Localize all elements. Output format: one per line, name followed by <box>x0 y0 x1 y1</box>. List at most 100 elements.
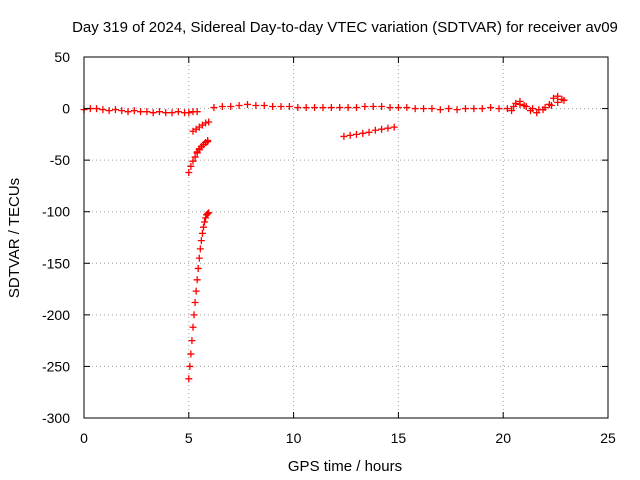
data-point <box>436 106 444 114</box>
data-point <box>192 287 200 295</box>
data-point <box>162 109 170 117</box>
chart-title: Day 319 of 2024, Sidereal Day-to-day VTE… <box>72 19 618 36</box>
data-point <box>199 223 207 231</box>
data-point <box>93 105 101 113</box>
data-point <box>369 103 377 111</box>
data-point <box>545 100 553 108</box>
y-tick-label: -250 <box>42 358 70 374</box>
y-tick-label: -300 <box>42 410 70 426</box>
data-point <box>390 123 398 131</box>
data-point <box>191 153 199 161</box>
ticks-layer: 0 5 10 15 20 25 50 0 -50 -100 -150 -200 -250 -300 <box>42 49 616 446</box>
data-point <box>378 125 386 133</box>
data-point <box>346 131 354 139</box>
data-point <box>386 104 394 112</box>
data-point <box>155 108 163 116</box>
plot-frame <box>83 56 609 419</box>
data-point <box>187 350 195 358</box>
data-point <box>105 107 113 115</box>
data-point <box>311 104 319 112</box>
data-point <box>285 103 293 111</box>
x-tick-label: 10 <box>286 430 302 446</box>
data-point <box>124 108 132 116</box>
data-point <box>394 104 402 112</box>
data-point <box>118 107 126 115</box>
data-point <box>195 254 203 262</box>
data-point <box>130 107 138 115</box>
data-point <box>550 94 558 102</box>
data-point <box>371 126 379 134</box>
x-tick-label: 25 <box>600 430 616 446</box>
data-point <box>143 108 151 116</box>
data-point <box>137 108 145 116</box>
data-point <box>526 107 534 115</box>
data-point <box>495 105 503 113</box>
data-point <box>197 237 205 245</box>
data-point <box>196 245 204 253</box>
data-point <box>205 118 213 126</box>
data-point <box>189 323 197 331</box>
data-point <box>185 169 193 177</box>
data-point <box>235 101 243 109</box>
data-point <box>243 100 251 108</box>
data-point <box>365 128 373 136</box>
data-point <box>174 108 182 116</box>
data-point <box>461 105 469 113</box>
data-point <box>302 104 310 112</box>
data-point <box>336 104 344 112</box>
data-point <box>185 109 193 117</box>
data-point <box>319 104 327 112</box>
data-point <box>252 101 260 109</box>
y-axis-title: SDTVAR / TECUs <box>6 178 23 298</box>
data-point <box>508 107 516 115</box>
data-point <box>520 101 528 109</box>
data-point <box>420 105 428 113</box>
y-tick-label: -100 <box>42 204 70 220</box>
y-tick-label: -50 <box>50 152 70 168</box>
data-point <box>340 132 348 140</box>
data-point <box>478 105 486 113</box>
data-point <box>168 109 176 117</box>
data-point <box>210 104 218 112</box>
data-point <box>516 97 524 105</box>
data-point <box>194 264 202 272</box>
data-point <box>269 103 277 111</box>
data-point <box>453 106 461 114</box>
data-point <box>185 375 193 383</box>
y-tick-label: 50 <box>54 49 70 65</box>
y-tick-label: -150 <box>42 255 70 271</box>
data-point <box>294 104 302 112</box>
data-point <box>359 129 367 137</box>
data-point <box>218 103 226 111</box>
data-point <box>361 103 369 111</box>
y-tick-label: -200 <box>42 307 70 323</box>
data-point <box>411 105 419 113</box>
data-point <box>352 130 360 138</box>
x-tick-label: 0 <box>80 430 88 446</box>
data-points-layer <box>80 92 568 383</box>
data-point <box>193 108 201 116</box>
data-point <box>470 105 478 113</box>
data-point <box>227 103 235 111</box>
data-point <box>344 104 352 112</box>
data-point <box>512 99 520 107</box>
x-tick-label: 20 <box>495 430 511 446</box>
data-point <box>202 119 210 127</box>
data-point <box>111 106 119 114</box>
data-point <box>378 103 386 111</box>
data-point <box>503 105 511 113</box>
data-point <box>204 137 212 145</box>
data-point <box>539 106 547 114</box>
data-point <box>186 362 194 370</box>
grid-layer <box>84 57 608 418</box>
data-point <box>428 105 436 113</box>
data-point <box>190 311 198 319</box>
data-point <box>327 104 335 112</box>
data-point <box>554 98 562 106</box>
data-point <box>189 157 197 165</box>
data-point <box>193 276 201 284</box>
data-point <box>202 214 210 222</box>
data-point <box>487 104 495 112</box>
x-tick-label: 5 <box>185 430 193 446</box>
